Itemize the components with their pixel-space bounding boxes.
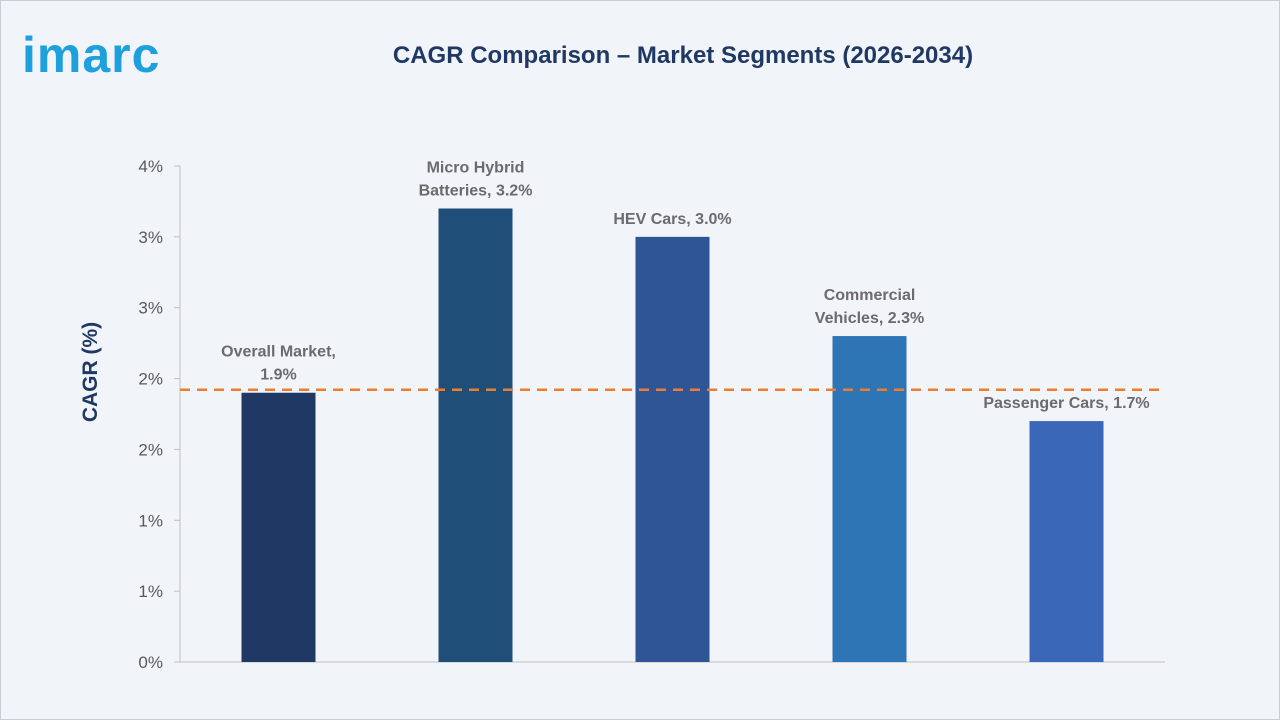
- imarc-logo: imarc: [22, 27, 160, 83]
- chart-axes: 0% 1% 1% 2% 2% 3% 3% 4%: [138, 157, 1165, 672]
- bar: [438, 208, 513, 662]
- bar: [1029, 421, 1104, 662]
- y-tick-label: 4%: [138, 157, 163, 176]
- y-tick-label: 3%: [138, 228, 163, 247]
- bar-data-label: Commercial: [824, 287, 916, 304]
- bar-data-label: Vehicles, 2.3%: [815, 310, 924, 327]
- bar-data-label: Overall Market,: [221, 344, 336, 361]
- y-tick-label: 2%: [138, 440, 163, 459]
- chart-data-labels: Overall Market, 1.9% Micro Hybrid Batteries…: [221, 160, 1150, 413]
- chart-title: CAGR Comparison – Market Segments (2026-…: [392, 42, 974, 69]
- y-tick-label: 1%: [138, 582, 163, 601]
- bar: [241, 392, 316, 662]
- y-tick-label: 0%: [138, 653, 163, 672]
- y-axis-label: CAGR (%): [79, 322, 102, 422]
- chart-bars: [241, 208, 1104, 662]
- logo-text: imarc: [22, 27, 160, 83]
- bar: [635, 236, 710, 662]
- y-tick-label: 3%: [138, 299, 163, 318]
- bar-data-label: Batteries, 3.2%: [419, 183, 533, 200]
- bar-data-label: Micro Hybrid: [427, 160, 525, 177]
- bar-data-label: HEV Cars, 3.0%: [613, 211, 731, 228]
- y-tick-label: 2%: [138, 370, 163, 389]
- bar-data-label: 1.9%: [260, 367, 296, 384]
- bar-data-label: Passenger Cars, 1.7%: [983, 395, 1149, 412]
- y-tick-label: 1%: [138, 511, 163, 530]
- bar: [832, 336, 907, 662]
